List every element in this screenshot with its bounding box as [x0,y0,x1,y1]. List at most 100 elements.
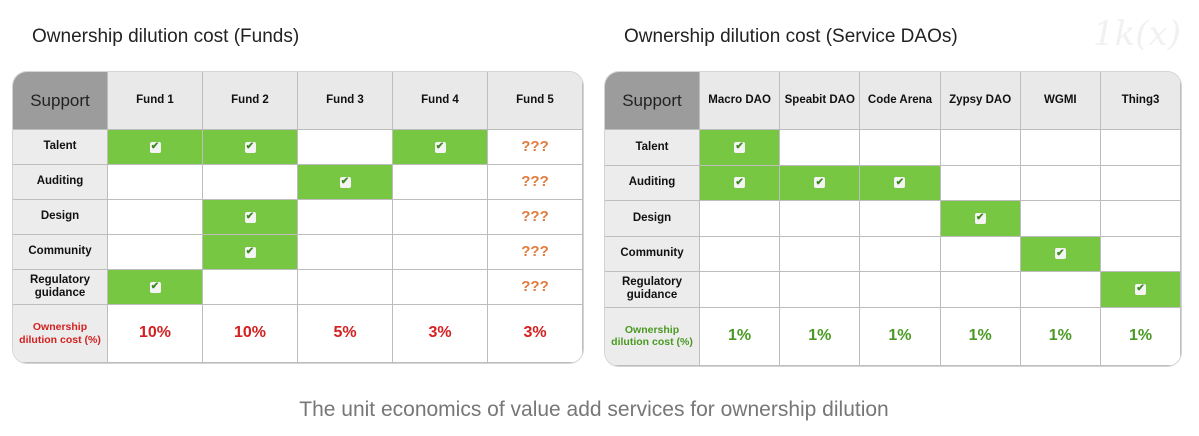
table-cell: ✔ [203,200,298,235]
checkmark-icon: ✔ [894,176,906,189]
table-cell [1100,201,1181,237]
table-cell [860,236,941,272]
table-cell: ✔ [393,130,488,165]
daos-table: Support Macro DAO Speabit DAO Code Arena Zyp… [605,72,1181,366]
column-header: Fund 3 [298,72,393,130]
unknown-marker: ??? [521,138,549,156]
checkmark-icon: ✔ [1135,283,1147,295]
table-cell [860,272,941,308]
table-cell [780,201,861,237]
unknown-marker: ??? [521,173,549,191]
checkmark-icon: ✔ [734,176,746,189]
table-cell [393,165,488,200]
checkmark-icon: ✔ [339,176,351,188]
column-header: Fund 2 [203,72,298,130]
table-cell [298,130,393,165]
table-cell [940,130,1021,166]
funds-title: Ownership dilution cost (Funds) [32,26,300,47]
checkmark-icon: ✔ [974,212,986,224]
table-cell [393,270,488,305]
cost-value: 3% [488,305,583,363]
table-cell: ??? [488,165,583,200]
table-cell [780,130,861,166]
cost-value: 10% [108,305,203,363]
table-cell [860,201,941,237]
table-cell: ??? [488,130,583,165]
daos-title: Ownership dilution cost (Service DAOs) [624,26,958,47]
column-header: Speabit DAO [780,72,861,130]
table-cell [1020,272,1101,308]
column-header: Fund 1 [108,72,203,130]
row-label: Community [605,236,700,272]
row-label: Regulatory guidance [605,272,700,308]
table-cell [940,165,1021,201]
cost-value: 1% [780,307,861,366]
cost-value: 1% [700,307,781,366]
table-cell: ✔ [940,201,1021,237]
table-cell [393,200,488,235]
table-cell [940,272,1021,308]
unknown-marker: ??? [521,243,549,261]
row-label: Talent [13,130,108,165]
row-label: Design [605,201,700,237]
checkmark-icon: ✔ [734,141,746,153]
table-cell: ✔ [108,130,203,165]
checkmark-icon: ✔ [149,281,161,293]
table-cell: ✔ [860,165,941,201]
table-cell [1020,165,1101,201]
checkmark-icon: ✔ [244,246,256,258]
table-cell: ✔ [298,165,393,200]
corner-header: Support [13,72,108,130]
checkmark-icon: ✔ [244,141,256,153]
table-cell: ✔ [700,130,781,166]
unknown-marker: ??? [521,278,549,296]
checkmark-icon: ✔ [149,141,161,153]
table-cell: ✔ [1020,236,1101,272]
table-cell [298,270,393,305]
table-cell [1100,236,1181,272]
table-cell: ??? [488,235,583,270]
table-cell [108,165,203,200]
cost-value: 10% [203,305,298,363]
table-cell: ✔ [108,270,203,305]
table-cell: ✔ [780,165,861,201]
cost-value: 1% [1100,307,1181,366]
checkmark-icon: ✔ [244,211,256,223]
cost-value: 1% [860,307,941,366]
checkmark-icon: ✔ [814,176,826,189]
column-header: Macro DAO [700,72,781,130]
table-cell [700,236,781,272]
table-cell [393,235,488,270]
table-cell [108,200,203,235]
cost-value: 5% [298,305,393,363]
cost-label: Ownership dilution cost (%) [605,307,700,366]
table-cell: ✔ [203,130,298,165]
table-cell: ✔ [1100,272,1181,308]
column-header: Zypsy DAO [940,72,1021,130]
table-cell [940,236,1021,272]
column-header: Thing3 [1100,72,1181,130]
table-cell: ✔ [203,235,298,270]
table-cell [700,272,781,308]
table-cell [108,235,203,270]
table-cell [1100,165,1181,201]
checkmark-icon: ✔ [434,141,446,153]
funds-table: Support Fund 1 Fund 2 Fund 3 Fund 4 Fund 5 Tal… [13,72,583,363]
unknown-marker: ??? [521,208,549,226]
checkmark-icon: ✔ [1054,247,1066,260]
table-cell [1020,201,1101,237]
table-cell [860,130,941,166]
table-cell: ✔ [700,165,781,201]
cost-value: 1% [1020,307,1101,366]
watermark-logo: 1k(x) [1093,14,1181,54]
column-header: Fund 5 [488,72,583,130]
table-cell: ??? [488,270,583,305]
row-label: Auditing [605,165,700,201]
table-cell [700,201,781,237]
column-header: WGMI [1020,72,1101,130]
column-header: Fund 4 [393,72,488,130]
table-cell [1020,130,1101,166]
corner-header: Support [605,72,700,130]
column-header: Code Arena [860,72,941,130]
row-label: Auditing [13,165,108,200]
